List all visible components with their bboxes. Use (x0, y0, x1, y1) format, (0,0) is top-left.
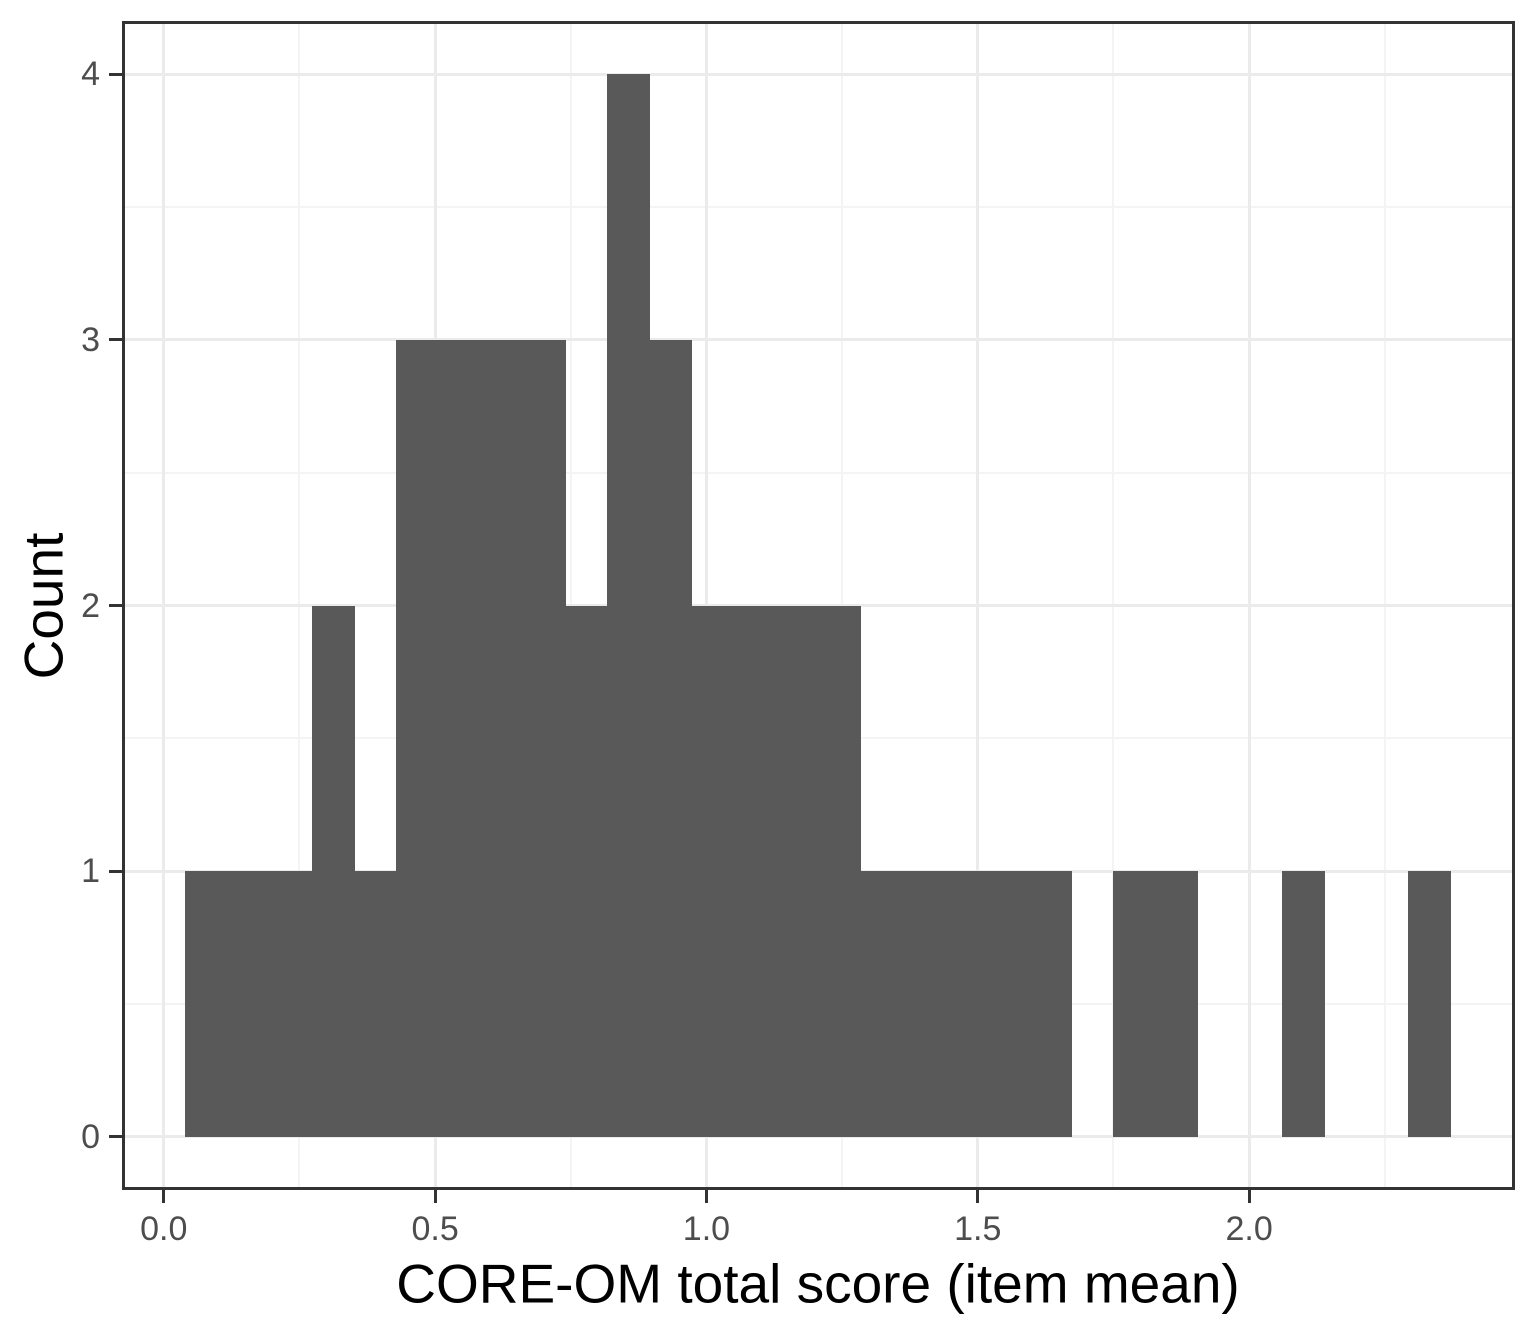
y-axis-tick-label: 3 (81, 320, 100, 359)
histogram-bar (902, 871, 946, 1137)
y-axis-tick-mark (109, 72, 122, 76)
x-axis-title: CORE-OM total score (item mean) (396, 1252, 1240, 1315)
histogram-bar (227, 871, 271, 1137)
histogram-bar (311, 605, 356, 1137)
histogram-bar (733, 605, 777, 1137)
gridline-minor-horizontal (122, 471, 1515, 474)
histogram-bar (438, 339, 482, 1137)
histogram-bar (480, 339, 524, 1137)
histogram-bar (1408, 871, 1452, 1137)
histogram-bar (396, 339, 440, 1137)
histogram-bar (564, 605, 609, 1137)
x-axis-tick-label: 0.5 (411, 1210, 459, 1248)
histogram-bar (860, 871, 904, 1137)
x-axis-tick-label: 1.0 (682, 1210, 731, 1248)
histogram-bar (944, 871, 988, 1137)
histogram-bar (1155, 871, 1199, 1137)
histogram-bar (522, 339, 566, 1137)
histogram-bar (185, 871, 229, 1137)
histogram-bar (269, 871, 313, 1137)
y-axis-title: Count (12, 532, 75, 680)
x-axis-tick-label: 2.0 (1225, 1210, 1273, 1248)
plot-panel (122, 21, 1515, 1190)
y-axis-tick-mark (109, 604, 122, 607)
gridline-minor-horizontal (122, 205, 1515, 208)
x-axis-tick-mark (162, 1190, 166, 1203)
y-axis-tick-label: 4 (81, 55, 100, 94)
x-axis-tick-mark (1247, 1190, 1251, 1203)
histogram-bar (775, 605, 819, 1137)
histogram-bar (691, 605, 735, 1137)
histogram-bar (649, 339, 693, 1137)
histogram-bar (1028, 871, 1072, 1137)
y-axis-tick-label: 0 (81, 1117, 100, 1156)
y-axis-tick-label: 1 (81, 852, 100, 891)
x-axis-tick-mark (704, 1190, 708, 1203)
histogram-bar (817, 605, 862, 1137)
x-axis-tick-label: 0.0 (140, 1210, 188, 1248)
y-axis-tick-mark (109, 869, 122, 873)
y-axis-tick-label: 2 (81, 586, 100, 625)
histogram-bar (1281, 871, 1325, 1137)
histogram-bar (354, 871, 398, 1137)
histogram-bar (607, 74, 651, 1137)
y-axis-tick-mark (109, 338, 122, 342)
x-axis-tick-label: 1.5 (954, 1210, 1002, 1248)
gridline-major-horizontal (122, 1135, 1515, 1139)
histogram-bar (986, 871, 1030, 1137)
gridline-major-horizontal (122, 338, 1515, 342)
histogram-bar (1113, 871, 1157, 1137)
x-axis-tick-mark (433, 1190, 437, 1203)
y-axis-tick-mark (109, 1135, 122, 1139)
gridline-major-horizontal (122, 72, 1515, 76)
x-axis-tick-mark (976, 1190, 980, 1203)
